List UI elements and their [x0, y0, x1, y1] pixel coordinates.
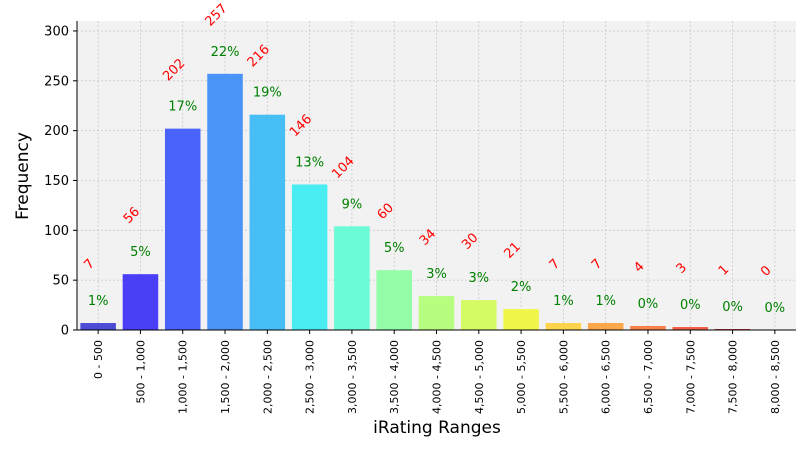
y-tick-label: 0 [61, 324, 69, 339]
bar [249, 114, 286, 330]
percent-labels: 1% 5% 17% 22% 19% 13% 9% 5% 3% 3% 2% 1% 1% 0% 0% 0% 0% [88, 45, 785, 316]
bar-percent-label: 1% [553, 294, 574, 309]
x-tick-label: 2,000 - 2,500 [261, 340, 274, 414]
bar-percent-label: 3% [468, 271, 489, 286]
x-tick-label: 500 - 1,000 [134, 340, 147, 403]
bar [164, 128, 201, 330]
bar-percent-label: 0% [680, 298, 701, 313]
bar-percent-label: 0% [765, 301, 786, 316]
y-tick-label: 50 [52, 274, 69, 289]
bar [291, 184, 328, 330]
y-tick-label: 300 [44, 24, 69, 39]
bar [80, 323, 116, 330]
bar [207, 73, 243, 330]
bar [461, 300, 497, 330]
bar-percent-label: 19% [253, 86, 282, 101]
bar [630, 326, 666, 330]
bar [334, 226, 370, 330]
x-tick-label: 3,000 - 3,500 [346, 340, 359, 414]
x-tick-label: 4,000 - 4,500 [431, 340, 444, 414]
bar [503, 309, 539, 330]
bar [545, 323, 582, 330]
bars [80, 73, 751, 330]
bar-percent-label: 0% [722, 300, 743, 315]
x-tick-label: 1,000 - 1,500 [177, 340, 190, 414]
bar-percent-label: 0% [638, 297, 659, 312]
x-tick-label: 2,500 - 3,000 [304, 340, 317, 414]
bar-percent-label: 5% [130, 245, 151, 260]
bar-percent-label: 13% [295, 155, 324, 170]
bar-percent-label: 1% [595, 294, 616, 309]
x-tick-label: 0 - 500 [92, 340, 105, 379]
x-tick-label: 8,000 - 8,500 [769, 340, 782, 414]
y-tick-label: 200 [44, 124, 69, 139]
bar [418, 296, 455, 330]
y-axis-ticks: 0 50 100 150 200 250 300 [44, 24, 77, 339]
x-tick-label: 3,500 - 4,000 [388, 340, 401, 414]
bar [587, 323, 624, 330]
bar-percent-label: 9% [342, 197, 363, 212]
bar-percent-label: 2% [511, 280, 532, 295]
x-tick-label: 4,500 - 5,000 [473, 340, 486, 414]
y-tick-label: 250 [44, 74, 69, 89]
bar-percent-label: 5% [384, 241, 405, 256]
x-tick-label: 5,000 - 5,500 [515, 340, 528, 414]
x-tick-label: 5,500 - 6,000 [557, 340, 570, 414]
bar [376, 270, 412, 330]
bar-percent-label: 3% [426, 267, 447, 282]
bar [122, 274, 159, 330]
x-tick-label: 6,000 - 6,500 [600, 340, 613, 414]
x-axis-title: iRating Ranges [373, 418, 501, 438]
bar [672, 327, 709, 330]
y-tick-label: 100 [44, 224, 69, 239]
bar-percent-label: 1% [88, 294, 109, 309]
x-tick-label: 1,500 - 2,000 [219, 340, 232, 414]
x-tick-label: 6,500 - 7,000 [642, 340, 655, 414]
bar-percent-label: 17% [168, 100, 197, 115]
x-tick-label: 7,500 - 8,000 [727, 340, 740, 414]
y-axis-title: Frequency [13, 132, 33, 220]
x-tick-label: 7,000 - 7,500 [684, 340, 697, 414]
bar-percent-label: 22% [211, 45, 240, 60]
x-axis-ticks: 0 - 500 500 - 1,000 1,000 - 1,500 1,500 - 2… [92, 330, 782, 414]
y-tick-label: 150 [44, 174, 69, 189]
